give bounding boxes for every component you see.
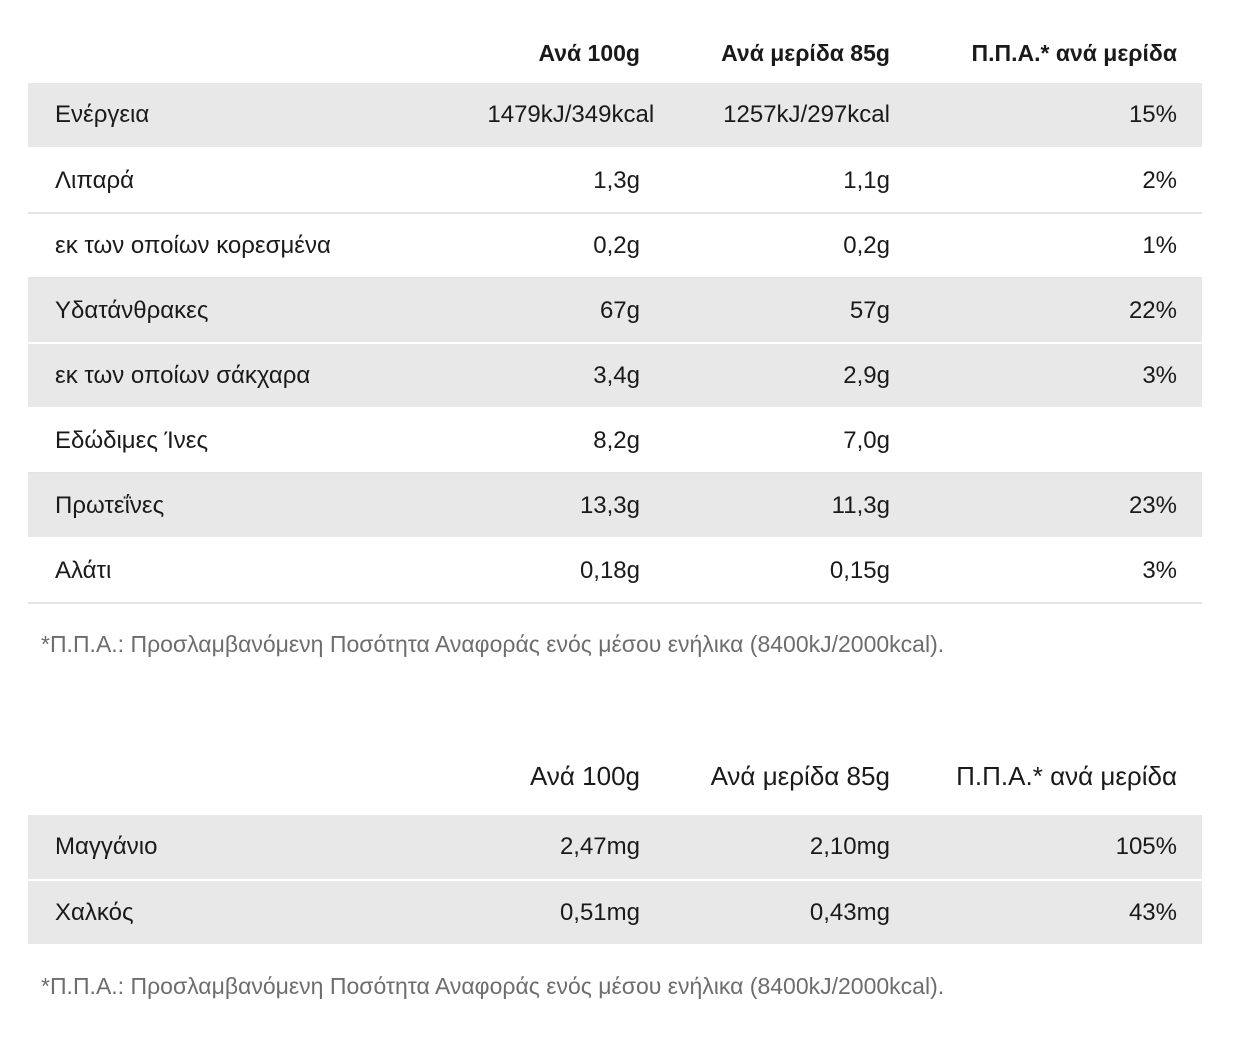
- header-row: Ανά 100g Ανά μερίδα 85g Π.Π.Α.* ανά μερί…: [28, 18, 1202, 83]
- value-ri-percent: 43%: [914, 880, 1202, 946]
- value-per-serving: 57g: [665, 278, 915, 344]
- value-per-serving: 7,0g: [665, 408, 915, 474]
- value-ri-percent: 1%: [914, 213, 1202, 279]
- value-per-100g: 0,51mg: [462, 880, 665, 946]
- row-sugars: εκ των οποίων σάκχαρα 3,4g 2,9g 3%: [28, 343, 1202, 409]
- col-header-per-100g: Ανά 100g: [538, 40, 640, 66]
- value-per-serving: 1,1g: [665, 148, 915, 214]
- nutrient-label: Πρωτεΐνες: [28, 473, 463, 539]
- value-per-100g: 3,4g: [462, 343, 665, 409]
- blank-header-cell: [28, 761, 462, 815]
- nutrient-label: εκ των οποίων κορεσμένα: [28, 213, 463, 279]
- value-per-100g: 67g: [462, 278, 665, 344]
- value-ri-percent: 23%: [914, 473, 1202, 539]
- value-ri-percent: 105%: [914, 815, 1202, 881]
- nutrient-label: Εδώδιμες Ίνες: [28, 408, 463, 474]
- macronutrients-table-header: Ανά 100g Ανά μερίδα 85g Π.Π.Α.* ανά μερί…: [28, 18, 1202, 83]
- macronutrients-table: Ανά 100g Ανά μερίδα 85g Π.Π.Α.* ανά μερί…: [28, 18, 1202, 604]
- nutrient-label: Αλάτι: [28, 538, 463, 604]
- col-header-per-serving: Ανά μερίδα 85g: [710, 761, 890, 791]
- value-ri-percent: 2%: [914, 148, 1202, 214]
- col-header-per-100g: Ανά 100g: [530, 761, 640, 791]
- blank-header-cell: [28, 18, 462, 83]
- nutrient-label: Ενέργεια: [28, 83, 463, 149]
- value-per-serving: 2,9g: [665, 343, 915, 409]
- minerals-section: Ανά 100g Ανά μερίδα 85g Π.Π.Α.* ανά μερί…: [28, 761, 1202, 1000]
- col-header-ri-per-serving: Π.Π.Α.* ανά μερίδα: [971, 40, 1178, 66]
- macronutrients-table-body: Ενέργεια 1479kJ/349kcal 1257kJ/297kcal 1…: [28, 83, 1202, 604]
- value-ri-percent: 3%: [914, 538, 1202, 604]
- ri-footnote-macros: *Π.Π.Α.: Προσλαμβανόμενη Ποσότητα Αναφορ…: [41, 631, 945, 657]
- minerals-table-header: Ανά 100g Ανά μερίδα 85g Π.Π.Α.* ανά μερί…: [28, 761, 1202, 815]
- value-per-100g: 0,2g: [462, 213, 665, 279]
- col-header-per-serving: Ανά μερίδα 85g: [721, 40, 890, 66]
- value-ri-percent: 22%: [914, 278, 1202, 344]
- nutrient-label: εκ των οποίων σάκχαρα: [28, 343, 463, 409]
- row-salt: Αλάτι 0,18g 0,15g 3%: [28, 538, 1202, 604]
- row-saturates: εκ των οποίων κορεσμένα 0,2g 0,2g 1%: [28, 213, 1202, 279]
- row-fat: Λιπαρά 1,3g 1,1g 2%: [28, 148, 1202, 214]
- row-protein: Πρωτεΐνες 13,3g 11,3g 23%: [28, 473, 1202, 539]
- value-per-100g: 1479kJ/349kcal: [462, 83, 665, 149]
- value-per-serving: 0,15g: [665, 538, 915, 604]
- value-per-100g: 13,3g: [462, 473, 665, 539]
- minerals-table-body: Μαγγάνιο 2,47mg 2,10mg 105% Χαλκός 0,51m…: [28, 815, 1202, 946]
- value-per-100g: 1,3g: [462, 148, 665, 214]
- ri-footnote-minerals: *Π.Π.Α.: Προσλαμβανόμενη Ποσότητα Αναφορ…: [41, 973, 945, 999]
- value-per-100g: 8,2g: [462, 408, 665, 474]
- nutrient-label: Μαγγάνιο: [28, 815, 463, 881]
- row-carbohydrate: Υδατάνθρακες 67g 57g 22%: [28, 278, 1202, 344]
- minerals-table: Ανά 100g Ανά μερίδα 85g Π.Π.Α.* ανά μερί…: [28, 761, 1202, 946]
- row-energy: Ενέργεια 1479kJ/349kcal 1257kJ/297kcal 1…: [28, 83, 1202, 149]
- value-per-serving: 2,10mg: [665, 815, 915, 881]
- col-header-ri-per-serving: Π.Π.Α.* ανά μερίδα: [956, 761, 1177, 791]
- value-per-100g: 2,47mg: [462, 815, 665, 881]
- value-per-serving: 0,43mg: [665, 880, 915, 946]
- row-fibre: Εδώδιμες Ίνες 8,2g 7,0g: [28, 408, 1202, 474]
- value-per-serving: 11,3g: [665, 473, 915, 539]
- value-ri-percent: [914, 408, 1202, 474]
- value-per-serving: 1257kJ/297kcal: [665, 83, 915, 149]
- nutrient-label: Λιπαρά: [28, 148, 463, 214]
- nutrient-label: Υδατάνθρακες: [28, 278, 463, 344]
- header-row: Ανά 100g Ανά μερίδα 85g Π.Π.Α.* ανά μερί…: [28, 761, 1202, 815]
- row-manganese: Μαγγάνιο 2,47mg 2,10mg 105%: [28, 815, 1202, 881]
- value-ri-percent: 15%: [914, 83, 1202, 149]
- nutrient-label: Χαλκός: [28, 880, 463, 946]
- value-per-serving: 0,2g: [665, 213, 915, 279]
- row-copper: Χαλκός 0,51mg 0,43mg 43%: [28, 880, 1202, 946]
- value-ri-percent: 3%: [914, 343, 1202, 409]
- value-per-100g: 0,18g: [462, 538, 665, 604]
